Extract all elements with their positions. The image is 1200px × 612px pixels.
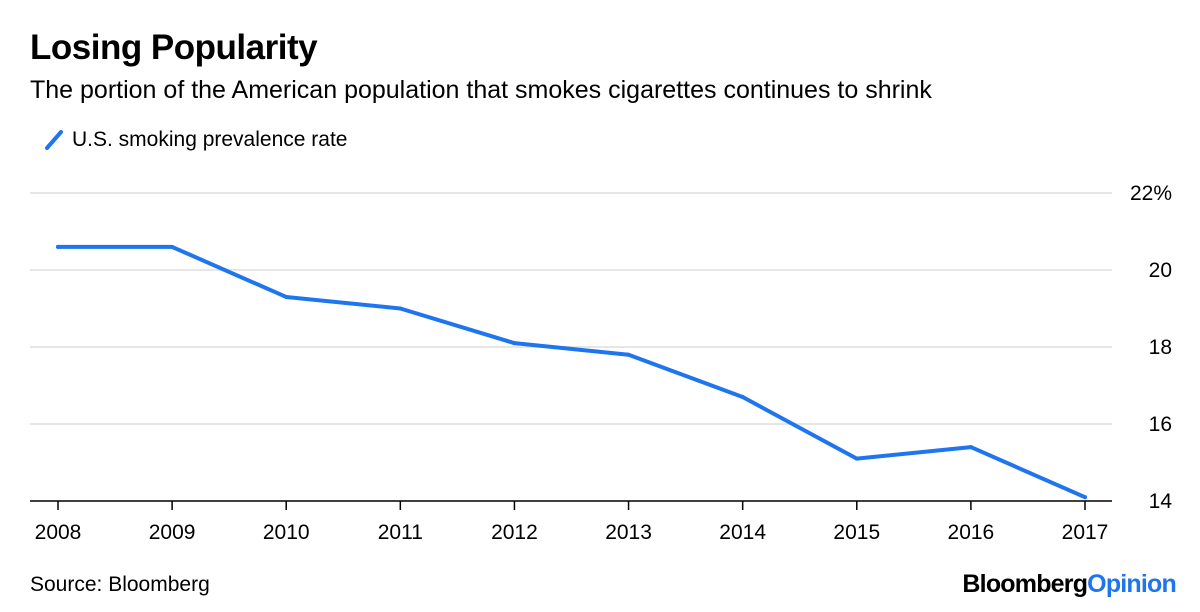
y-tick-label: 16 [1149,413,1172,436]
x-tick-label: 2008 [35,521,82,544]
y-tick-label: 20 [1149,259,1172,282]
y-axis: 14 16 18 20 22% [1130,182,1172,513]
series-line [56,244,1087,500]
brand-accent: Opinion [1087,570,1177,598]
gridlines [30,192,1112,425]
data-point [512,341,517,346]
legend-line-icon [45,130,63,150]
x-tick-label: 2014 [719,521,766,544]
chart-subtitle: The portion of the American population t… [30,76,932,104]
data-point [854,456,859,461]
legend: U.S. smoking prevalence rate [44,127,347,153]
x-axis [30,500,1112,510]
x-tick-label: 2010 [263,521,310,544]
data-point [170,244,175,249]
x-tick-label: 2012 [491,521,538,544]
data-point [740,395,745,400]
y-tick-label: 22% [1130,182,1172,205]
x-tick-label: 2009 [149,521,196,544]
source-note: Source: Bloomberg [30,573,210,596]
series-layer [56,244,1087,500]
x-tick-label: 2013 [605,521,652,544]
data-point [1083,495,1087,500]
data-point [398,306,403,311]
line-chart: 14 16 18 20 22% 2008 2009 2010 2011 2012 2013 2014… [30,182,1172,544]
y-tick-label: 14 [1149,490,1173,513]
brand-main: Bloomberg [962,570,1088,598]
chart-title: Losing Popularity [30,28,318,67]
x-tick-label: 2011 [378,521,423,544]
data-point [56,244,60,249]
x-tick-labels: 2008 2009 2010 2011 2012 2013 2014 2015 2016 2017 [35,521,1109,544]
x-tick-label: 2017 [1062,521,1109,544]
x-tick-label: 2015 [833,521,880,544]
data-point [284,294,289,299]
data-point [626,352,631,357]
legend-label: U.S. smoking prevalence rate [72,128,348,151]
brand-logo: BloombergOpinion [962,570,1176,599]
x-tick-label: 2016 [948,521,995,544]
y-tick-label: 18 [1149,336,1172,359]
data-point [968,445,973,450]
